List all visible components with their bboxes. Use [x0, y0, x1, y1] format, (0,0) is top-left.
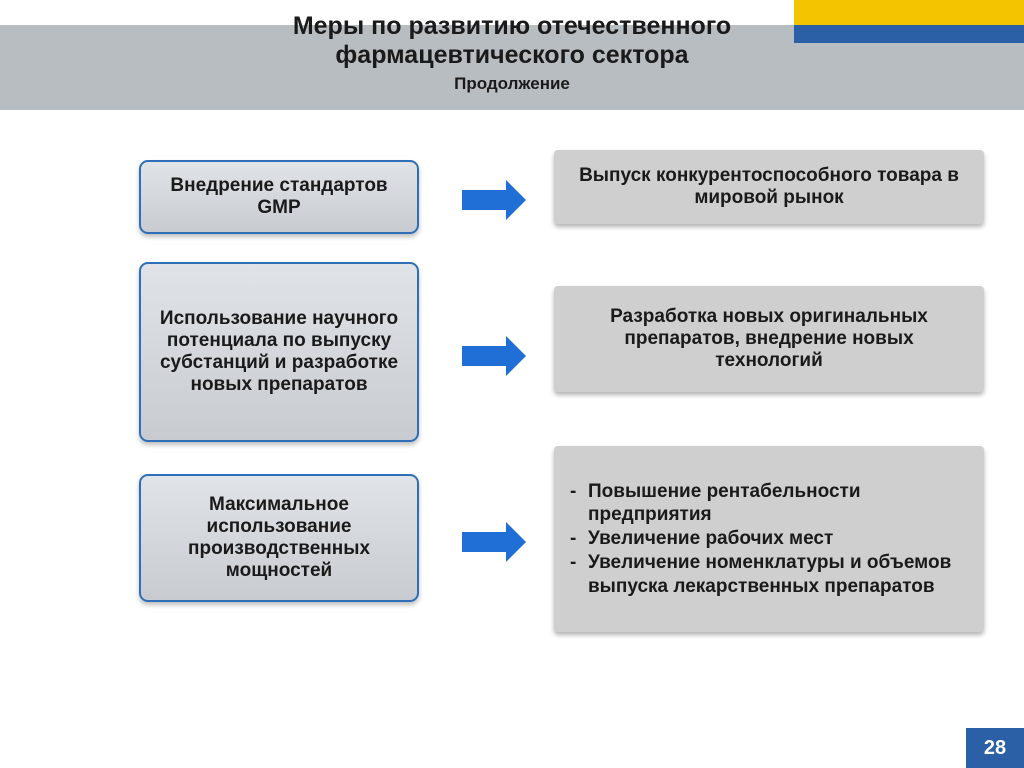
- page-number: 28: [966, 728, 1024, 768]
- left-box-1: Внедрение стандартов GMP: [139, 160, 419, 234]
- left-box-2: Использование научного потенциала по вып…: [139, 262, 419, 442]
- list-item: - Повышение рентабельности предприятия: [570, 480, 968, 528]
- header: Меры по развитию отечественного фармацев…: [0, 0, 1024, 110]
- arrow-3: [462, 522, 526, 562]
- arrow-1: [462, 180, 526, 220]
- left-box-3: Максимальное использование производствен…: [139, 474, 419, 602]
- list-item: - Увеличение рабочих мест: [570, 527, 833, 551]
- title-subtitle: Продолжение: [0, 74, 1024, 94]
- title-line-2: фармацевтического сектора: [0, 41, 1024, 70]
- page-number-value: 28: [984, 737, 1006, 760]
- right-box-3: - Повышение рентабельности предприятия- …: [554, 446, 984, 632]
- list-item: - Увеличение номенклатуры и объемов выпу…: [570, 551, 968, 599]
- title-line-1: Меры по развитию отечественного: [0, 12, 1024, 41]
- right-box-1: Выпуск конкурентоспособного товара в мир…: [554, 150, 984, 224]
- arrow-2: [462, 336, 526, 376]
- right-box-2: Разработка новых оригинальных препаратов…: [554, 286, 984, 392]
- page-title: Меры по развитию отечественного фармацев…: [0, 12, 1024, 94]
